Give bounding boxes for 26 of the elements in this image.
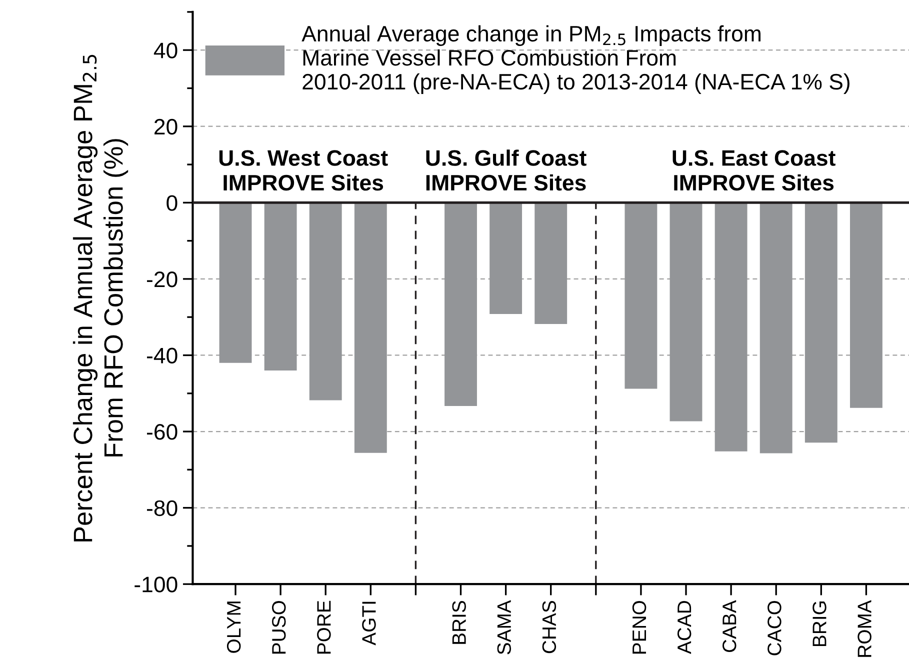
annotation: U.S. East Coast IMPROVE Sites: [672, 150, 836, 191]
x-tick-label: SAMA: [497, 600, 512, 654]
x-tick-label: ACAD: [677, 601, 692, 654]
x-tick-label: CHAS: [542, 600, 556, 654]
annotation: U.S. Gulf Coast IMPROVE Sites: [426, 150, 586, 191]
y-tick-label: 40: [154, 42, 178, 58]
y-tick-label: 0: [166, 195, 178, 211]
y-tick-label: 20: [154, 118, 178, 135]
x-tick-label: OLYM: [226, 602, 241, 653]
x-tick-label: BRIS: [452, 600, 466, 644]
x-tick-label: CABA: [722, 600, 736, 652]
x-tick-label: PENO: [632, 601, 646, 654]
legend-label: Annual Average change in PM$_{2.5}$ Impacts from Marine Vessel RFO Combustion From 2010-2011 (pre-NA-ECA) to 2013-2014 (NA-ECA 1% S): [302, 25, 850, 94]
x-tick-label: BRIG: [812, 602, 826, 646]
y-tick-label: -60: [146, 424, 178, 440]
y-tick-label: -20: [146, 271, 178, 288]
annotation: U.S. West Coast IMPROVE Sites: [219, 150, 388, 191]
y-tick-label: -100: [134, 576, 178, 592]
x-tick-label: CACO: [768, 601, 782, 656]
x-tick-label: ROMA: [858, 600, 872, 657]
x-tick-label: PORE: [317, 600, 331, 654]
text: Percent Change in Annual Average PM$_{2.5}$ From RFO Combustion (%): [72, 54, 128, 542]
y-tick-label: -40: [146, 348, 178, 364]
x-tick-label: AGTI: [362, 602, 376, 646]
x-tick-label: PUSO: [272, 601, 286, 654]
y-tick-label: -80: [146, 500, 178, 516]
